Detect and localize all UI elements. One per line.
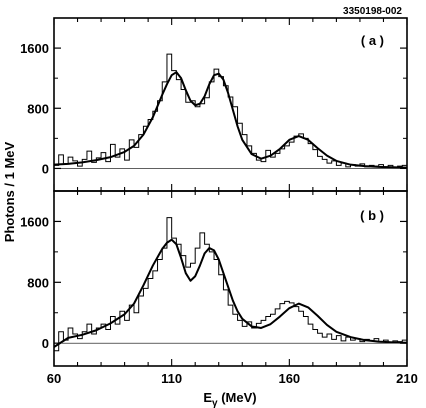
y-tick-label: 0 — [42, 336, 49, 351]
y-tick-label: 1600 — [20, 41, 49, 56]
x-axis-title-main: E — [203, 390, 212, 405]
panel-a-series — [53, 53, 408, 169]
y-axis-title: Photons / 1 MeV — [2, 141, 17, 242]
panel-b: 0 800 1600 ( b ) — [20, 190, 408, 367]
y-tick-label: 800 — [27, 101, 49, 116]
x-tick-labels: 60 110 160 210 — [47, 371, 418, 386]
y-tick-label: 1600 — [20, 214, 49, 229]
panel-a-y-ticks: 0 800 1600 — [20, 41, 407, 176]
panel-a: 0 800 1600 ( a ) — [20, 17, 408, 192]
histogram-series — [54, 53, 407, 169]
x-tick-label: 60 — [47, 371, 61, 386]
fit-curve-series — [53, 238, 408, 348]
panel-b-frame — [53, 190, 408, 367]
figure-id: 3350198-002 — [343, 6, 402, 17]
y-tick-label: 800 — [27, 275, 49, 290]
panel-b-series — [53, 217, 408, 352]
x-tick-label: 110 — [161, 371, 182, 386]
fit-curve-series — [53, 71, 408, 169]
panel-a-label: ( a ) — [361, 33, 384, 48]
x-axis-title-unit: (MeV) — [218, 390, 257, 405]
x-axis-title-sub: γ — [212, 398, 218, 408]
histogram-series — [54, 217, 407, 352]
x-tick-label: 210 — [396, 371, 418, 386]
panel-b-x-ticks — [53, 191, 408, 366]
y-tick-label: 0 — [42, 161, 49, 176]
panel-b-label: ( b ) — [360, 208, 384, 223]
panel-b-y-ticks: 0 800 1600 — [20, 214, 407, 351]
x-tick-label: 160 — [278, 371, 300, 386]
x-axis-title: Eγ (MeV) — [203, 390, 256, 408]
